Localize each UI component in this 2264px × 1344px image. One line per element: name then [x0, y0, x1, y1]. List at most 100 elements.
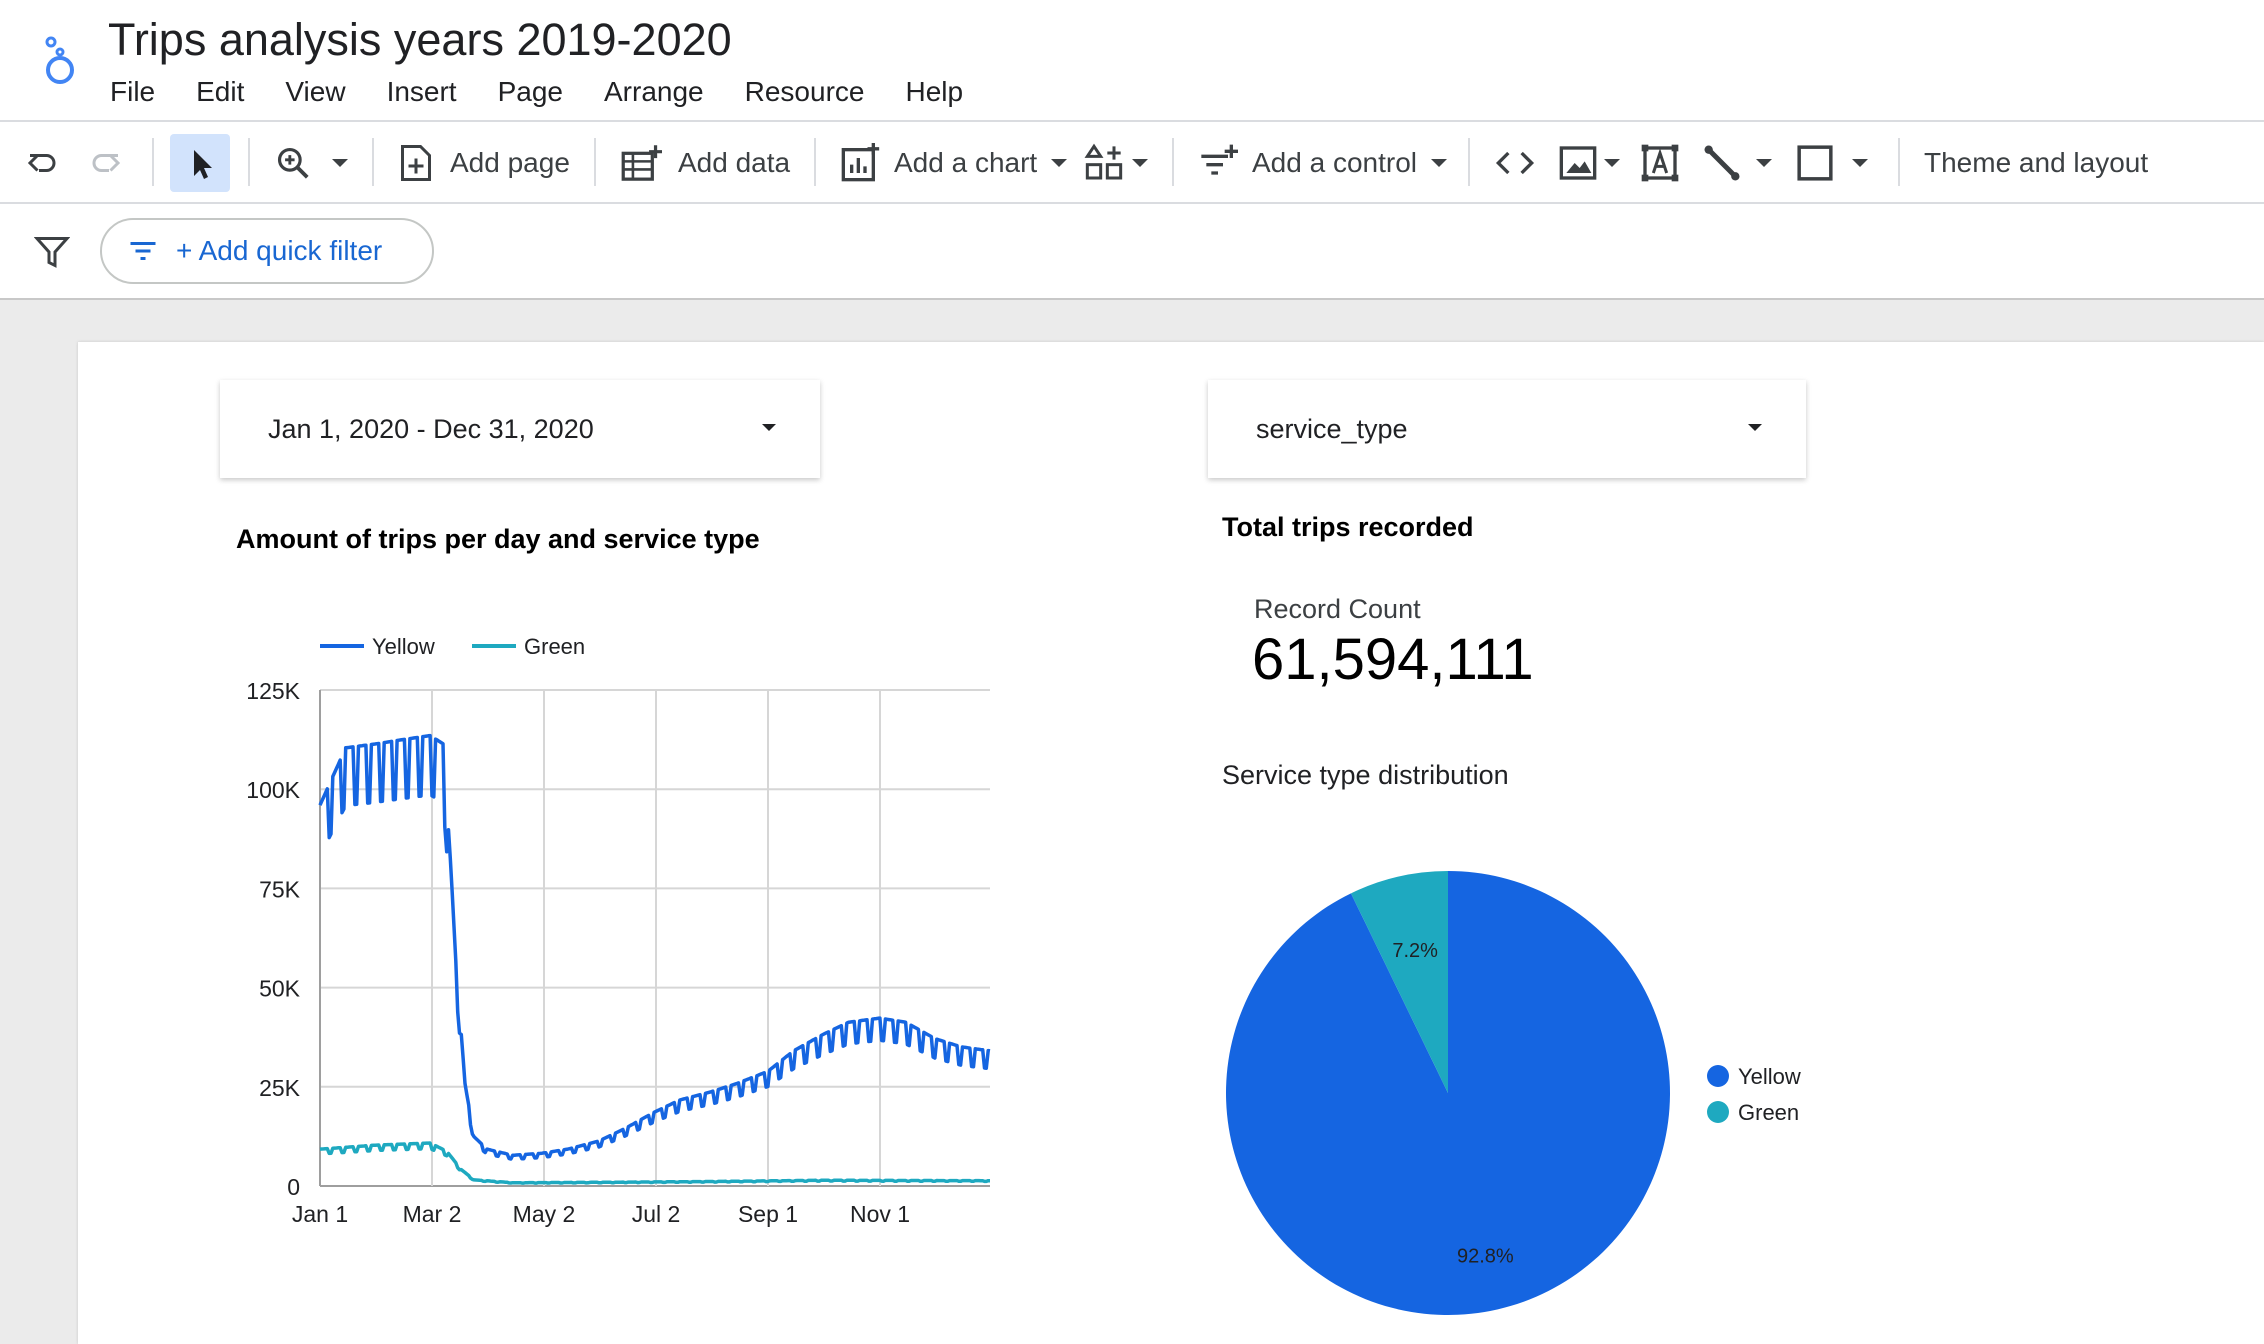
add-control-icon [1201, 144, 1238, 175]
text-button[interactable] [1640, 122, 1680, 204]
embed-code-icon [1495, 151, 1535, 175]
undo-icon [27, 154, 56, 172]
toolbar-divider [1468, 138, 1470, 186]
select-button[interactable] [170, 134, 230, 192]
x-tick-label: Nov 1 [850, 1201, 910, 1227]
line-icon [1704, 145, 1740, 181]
image-icon [1559, 146, 1597, 180]
chevron-down-icon [1132, 159, 1148, 167]
looker-studio-logo-icon[interactable] [38, 34, 84, 86]
scorecard-title: Total trips recorded [1222, 512, 1474, 542]
menu-bar: File Edit View Insert Page Arrange Resou… [110, 76, 1004, 108]
filter-list-icon [130, 242, 156, 260]
add-quick-filter-button[interactable]: + Add quick filter [100, 218, 434, 284]
y-tick-label: 75K [259, 876, 301, 902]
chevron-down-icon [1748, 424, 1762, 431]
chevron-down-icon [1051, 159, 1068, 167]
filter-bar: + Add quick filter [0, 204, 2264, 300]
menu-file[interactable]: File [110, 76, 156, 107]
title-bar-divider [0, 120, 2264, 122]
x-tick-label: Mar 2 [403, 1201, 462, 1227]
toolbar-divider [152, 138, 154, 186]
embed-url-button[interactable] [1494, 122, 1536, 204]
menu-page[interactable]: Page [497, 76, 563, 107]
add-data-button[interactable]: Add data [620, 122, 790, 204]
zoom-button[interactable] [274, 122, 348, 204]
toolbar-divider [1898, 138, 1900, 186]
filter-icon[interactable] [34, 234, 70, 270]
trips-line-chart[interactable]: 0 25K 50K 75K 100K 125K Jan 1 Mar 2 May 2 Jul 2 S… [220, 620, 1020, 1240]
menu-edit[interactable]: Edit [196, 76, 245, 107]
chevron-down-icon [1604, 159, 1620, 167]
chevron-down-icon [1431, 159, 1447, 167]
service-type-pie-chart[interactable]: 92.8% 7.2% Yellow Green [1200, 850, 1880, 1340]
date-range-control[interactable]: Jan 1, 2020 - Dec 31, 2020 [220, 380, 820, 478]
add-chart-icon [841, 143, 880, 182]
toolbar: Add page Add data Add a chart Add a cont… [0, 122, 2264, 204]
toolbar-divider [594, 138, 596, 186]
shape-button[interactable] [1796, 122, 1868, 204]
service-type-value: service_type [1256, 413, 1408, 444]
community-viz-icon [1084, 143, 1123, 180]
add-control-label: Add a control [1252, 147, 1417, 178]
y-tick-label: 25K [259, 1075, 301, 1101]
add-chart-label: Add a chart [894, 147, 1038, 178]
toolbar-divider [248, 138, 250, 186]
legend-swatch-green [1707, 1101, 1729, 1123]
redo-button[interactable] [88, 122, 124, 204]
x-tick-label: May 2 [513, 1201, 576, 1227]
add-data-icon [621, 145, 662, 181]
menu-arrange[interactable]: Arrange [604, 76, 704, 107]
x-tick-label: Jul 2 [632, 1201, 681, 1227]
add-chart-button[interactable]: Add a chart [840, 122, 1068, 204]
text-icon [1641, 144, 1679, 182]
legend-label-green: Green [524, 634, 585, 659]
menu-view[interactable]: View [285, 76, 346, 107]
date-range-value: Jan 1, 2020 - Dec 31, 2020 [268, 413, 594, 444]
x-tick-label: Sep 1 [738, 1201, 798, 1227]
chevron-down-icon [762, 424, 776, 431]
add-page-icon [401, 145, 431, 181]
menu-help[interactable]: Help [905, 76, 964, 107]
report-title[interactable]: Trips analysis years 2019-2020 [108, 14, 732, 65]
undo-button[interactable] [24, 122, 60, 204]
toolbar-divider [1172, 138, 1174, 186]
add-quick-filter-label: + Add quick filter [176, 235, 383, 266]
chevron-down-icon [332, 159, 348, 167]
theme-and-layout-label: Theme and layout [1924, 147, 2149, 178]
service-type-control[interactable]: service_type [1208, 380, 1806, 478]
line-chart-title: Amount of trips per day and service type [236, 524, 760, 554]
image-button[interactable] [1558, 122, 1620, 204]
add-page-button[interactable]: Add page [398, 122, 570, 204]
menu-resource[interactable]: Resource [744, 76, 865, 107]
pie-slice-label: 92.8% [1457, 1245, 1514, 1267]
toolbar-divider [372, 138, 374, 186]
pie-chart-title: Service type distribution [1222, 760, 1509, 790]
redo-icon [92, 154, 121, 172]
select-icon [194, 150, 212, 179]
pie-slice-green[interactable] [1350, 871, 1448, 1093]
series-line-green[interactable] [319, 1141, 990, 1185]
legend-label-yellow: Yellow [372, 634, 435, 659]
theme-and-layout-button[interactable]: Theme and layout [1924, 122, 2148, 204]
y-tick-label: 50K [259, 976, 301, 1002]
add-data-label: Add data [678, 147, 791, 178]
report-canvas [78, 342, 2264, 1344]
legend-label-green: Green [1738, 1100, 1799, 1125]
scorecard-value: 61,594,111 [1252, 627, 1534, 692]
community-visualizations-button[interactable] [1084, 122, 1148, 204]
series-line-yellow[interactable] [318, 733, 991, 1161]
toolbar-divider [814, 138, 816, 186]
title-bar: Trips analysis years 2019-2020 File Edit… [0, 0, 2264, 120]
chevron-down-icon [1756, 159, 1772, 167]
y-tick-label: 0 [287, 1174, 300, 1200]
add-page-label: Add page [450, 147, 570, 178]
scorecard-label: Record Count [1254, 594, 1421, 624]
x-tick-label: Jan 1 [292, 1201, 348, 1227]
add-control-button[interactable]: Add a control [1198, 122, 1447, 204]
line-button[interactable] [1702, 122, 1772, 204]
menu-insert[interactable]: Insert [386, 76, 457, 107]
legend-swatch-yellow [1707, 1065, 1729, 1087]
chevron-down-icon [1852, 159, 1868, 167]
